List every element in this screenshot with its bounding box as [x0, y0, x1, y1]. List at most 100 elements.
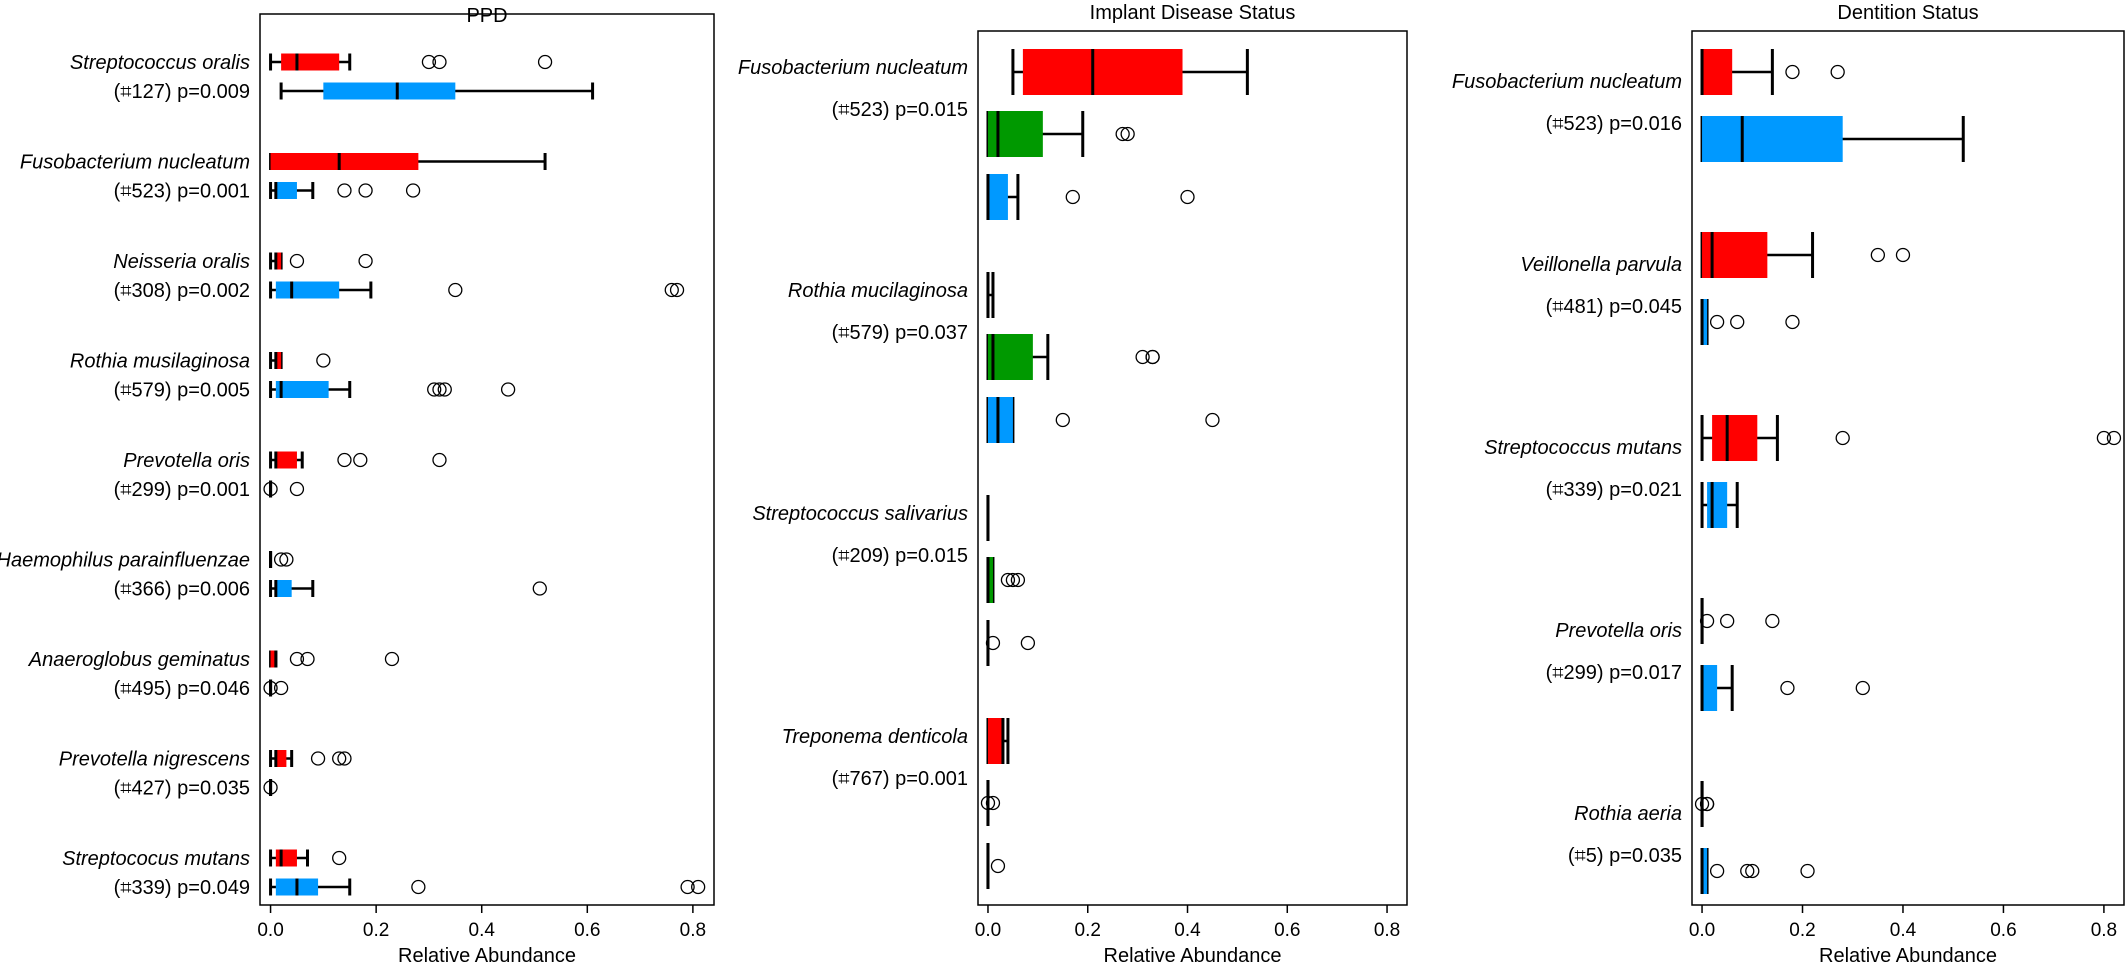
box-iqr	[987, 334, 1033, 380]
box-blue	[269, 182, 421, 199]
box-iqr	[275, 849, 297, 867]
taxon-group-streptococcus-salivarius: Streptococcus salivarius (⌗209) p=0.015	[752, 495, 1036, 666]
panel-ppd: PPD 0.0 0.2 0.4 0.6 0.8 Relative Abundance Stre…	[0, 5, 715, 967]
box-red	[1700, 232, 1911, 278]
outlier-point	[421, 54, 437, 70]
p-value-label: (⌗523) p=0.016	[1546, 113, 1682, 135]
outlier-point	[1010, 572, 1026, 588]
taxon-group-prevotella-oris: Prevotella oris (⌗299) p=0.017	[1546, 598, 1870, 711]
outlier-point	[2096, 430, 2112, 446]
box-iqr	[987, 174, 1008, 220]
panel-title: PPD	[466, 5, 507, 27]
outlier-point	[1120, 126, 1135, 142]
box-iqr	[275, 252, 282, 270]
outlier-point	[384, 651, 400, 667]
taxon-label: Prevotella oris	[123, 450, 250, 472]
taxon-group-veillonella-parvula: Veillonella parvula (⌗481) p=0.045	[1520, 232, 1911, 345]
plot-frame	[977, 30, 1408, 906]
taxon-label: Streptococcus mutans	[1484, 437, 1682, 459]
outlier-point	[358, 183, 373, 198]
p-value-label: (⌗209) p=0.015	[832, 545, 968, 567]
taxon-label: Streptococus mutans	[62, 848, 250, 870]
box-iqr	[275, 182, 297, 199]
box-iqr	[270, 650, 276, 668]
taxon-group-haemophilus-parainfluenzae: Haemophilus parainfluenzae (⌗366) p=0.006	[0, 550, 547, 601]
panel-implant-disease-status: Implant Disease Status 0.0 0.2 0.4 0.6 0.8 Rel…	[738, 2, 1408, 967]
box-blue	[263, 480, 305, 498]
box-blue	[1700, 665, 1870, 711]
box-iqr	[1702, 665, 1718, 711]
p-value-label: (⌗366) p=0.006	[114, 579, 250, 601]
x-tick-label: 0.2	[1789, 920, 1815, 941]
box-red	[269, 153, 547, 170]
x-tick-label: 0.4	[1174, 920, 1201, 941]
p-value-label: (⌗579) p=0.005	[114, 380, 250, 402]
outlier-point	[432, 382, 447, 397]
box-iqr	[1702, 116, 1843, 162]
box-green	[986, 557, 1026, 603]
taxon-label: Prevotella oris	[1555, 620, 1682, 642]
panel-title: Implant Disease Status	[1090, 2, 1296, 24]
outlier-point	[1699, 613, 1715, 629]
x-axis-label: Relative Abundance	[1819, 945, 1997, 967]
outlier-point	[1730, 314, 1745, 330]
outlier-point	[1720, 613, 1735, 629]
box-blue	[1700, 116, 1965, 162]
outlier-point	[1135, 349, 1150, 365]
outlier-point	[1205, 412, 1220, 428]
x-tick-label: 0.8	[680, 920, 706, 941]
x-tick-label: 0.0	[257, 920, 283, 941]
outlier-point	[680, 879, 695, 895]
box-iqr	[1022, 49, 1183, 95]
x-tick-label: 0.6	[1990, 920, 2016, 941]
outlier-point	[2106, 430, 2122, 446]
box-red	[986, 718, 1010, 764]
box-iqr	[987, 718, 1003, 764]
box-iqr	[1712, 415, 1758, 461]
x-tick-label: 0.2	[1075, 920, 1101, 941]
box-green	[986, 334, 1160, 380]
outlier-point	[1830, 64, 1845, 80]
taxon-label: Streptococcus salivarius	[752, 503, 968, 525]
taxon-group-rothia-musilaginosa: Rothia musilaginosa (⌗579) p=0.005	[70, 351, 516, 402]
box-green	[986, 111, 1135, 157]
outlier-point	[1145, 349, 1160, 365]
taxon-label: Prevotella nigrescens	[59, 749, 250, 771]
box-red	[269, 252, 373, 270]
box-iqr	[275, 352, 282, 369]
outlier-point	[432, 54, 447, 70]
taxon-label: Anaeroglobus geminatus	[28, 649, 250, 671]
x-tick-label: 0.0	[975, 920, 1001, 941]
outlier-point	[664, 282, 679, 298]
panel-dentition-status: Dentition Status 0.0 0.2 0.4 0.6 0.8 Relative …	[1452, 2, 2125, 967]
x-axis-label: Relative Abundance	[1104, 945, 1282, 967]
outlier-point	[669, 282, 685, 298]
outlier-point	[1699, 796, 1715, 812]
taxon-label: Streptococcus oralis	[70, 52, 250, 74]
outlier-point	[1740, 863, 1755, 879]
p-value-label: (⌗767) p=0.001	[832, 768, 968, 790]
outlier-point	[1895, 247, 1911, 263]
box-red	[986, 272, 995, 318]
outlier-point	[353, 452, 368, 468]
outlier-point	[337, 751, 352, 766]
box-iqr	[270, 153, 419, 170]
outlier-point	[427, 382, 442, 397]
taxon-label: Treponema denticola	[782, 726, 968, 748]
outlier-point	[1709, 314, 1725, 330]
taxon-label: Haemophilus parainfluenzae	[0, 550, 250, 572]
box-iqr	[987, 111, 1043, 157]
taxon-group-streptococcus-oralis: Streptococcus oralis (⌗127) p=0.009	[70, 52, 595, 103]
taxon-label: Veillonella parvula	[1520, 254, 1682, 276]
x-tick-label: 0.6	[574, 920, 600, 941]
plot-frame	[259, 13, 715, 906]
outlier-point	[1765, 613, 1780, 629]
outlier-point	[985, 635, 1001, 651]
outlier-point	[1785, 64, 1800, 80]
p-value-label: (⌗427) p=0.035	[114, 778, 250, 800]
p-value-label: (⌗495) p=0.046	[114, 678, 250, 700]
x-tick-label: 0.2	[363, 920, 389, 941]
box-iqr	[275, 580, 292, 597]
outlier-point	[337, 183, 352, 198]
box-iqr	[1702, 49, 1733, 95]
